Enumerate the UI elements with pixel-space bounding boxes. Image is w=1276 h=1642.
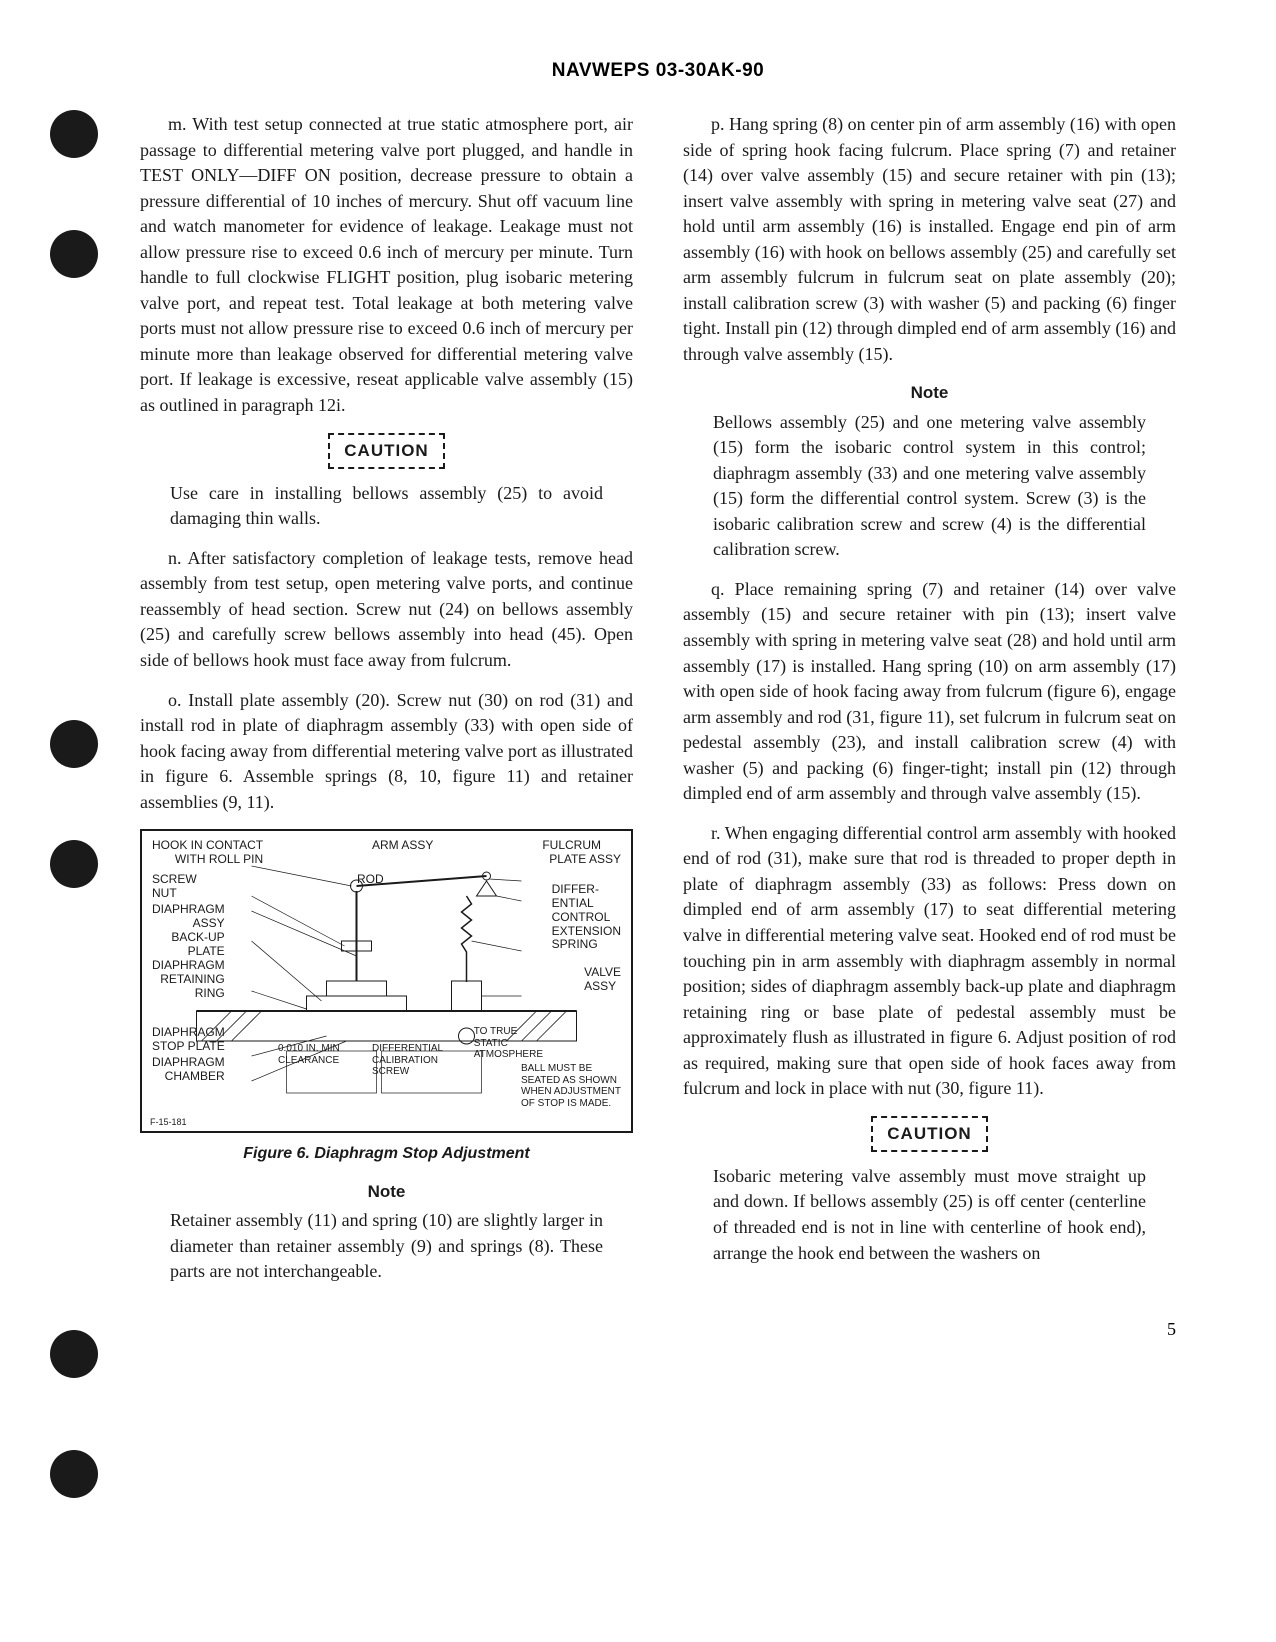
fig-label: FULCRUM bbox=[542, 839, 601, 853]
note-heading: Note bbox=[140, 1180, 633, 1204]
fig-label: HOOK IN CONTACTWITH ROLL PIN bbox=[152, 839, 263, 867]
binder-hole bbox=[50, 1330, 98, 1378]
paragraph-o: o. Install plate assembly (20). Screw nu… bbox=[140, 688, 633, 816]
fig-label: 0.010 IN. MINCLEARANCE bbox=[278, 1043, 340, 1066]
fig-label: PLATE ASSY bbox=[549, 853, 621, 867]
figure-6-box: HOOK IN CONTACTWITH ROLL PIN SCREW NUT D… bbox=[140, 829, 633, 1133]
fig-label: DIFFERENTIALCALIBRATIONSCREW bbox=[372, 1043, 443, 1078]
fig-label: VALVEASSY bbox=[584, 966, 621, 994]
binder-hole bbox=[50, 230, 98, 278]
paragraph-n: n. After satisfactory completion of leak… bbox=[140, 546, 633, 674]
caution-label: CAUTION bbox=[328, 433, 444, 469]
fig-label: NUT bbox=[152, 887, 177, 901]
page-number: 5 bbox=[140, 1319, 1176, 1340]
fig-label: BALL MUST BESEATED AS SHOWNWHEN ADJUSTME… bbox=[521, 1063, 621, 1109]
note-text: Retainer assembly (11) and spring (10) a… bbox=[170, 1208, 603, 1285]
fig-label: ROD bbox=[357, 873, 384, 887]
caution-text: Isobaric metering valve assembly must mo… bbox=[713, 1164, 1146, 1266]
paragraph-m: m. With test setup connected at true sta… bbox=[140, 112, 633, 419]
caution-text: Use care in installing bellows assembly … bbox=[170, 481, 603, 532]
binder-hole bbox=[50, 1450, 98, 1498]
paragraph-r: r. When engaging differential control ar… bbox=[683, 821, 1176, 1102]
fig-label: ARM ASSY bbox=[372, 839, 433, 853]
page-container: NAVWEPS 03-30AK-90 m. With test setup co… bbox=[0, 0, 1276, 1390]
right-column: p. Hang spring (8) on center pin of arm … bbox=[683, 112, 1176, 1299]
paragraph-p: p. Hang spring (8) on center pin of arm … bbox=[683, 112, 1176, 367]
caution-label: CAUTION bbox=[871, 1116, 987, 1152]
fig-label: DIAPHRAGMSTOP PLATE bbox=[152, 1026, 225, 1054]
binder-hole bbox=[50, 110, 98, 158]
text-columns: m. With test setup connected at true sta… bbox=[140, 112, 1176, 1299]
document-header: NAVWEPS 03-30AK-90 bbox=[140, 60, 1176, 82]
figure-ref: F-15-181 bbox=[150, 1117, 187, 1127]
fig-label: DIFFER-ENTIALCONTROLEXTENSIONSPRING bbox=[552, 883, 621, 952]
fig-label: SCREW bbox=[152, 873, 197, 887]
paragraph-q: q. Place remaining spring (7) and retain… bbox=[683, 577, 1176, 807]
binder-hole bbox=[50, 840, 98, 888]
binder-hole bbox=[50, 720, 98, 768]
note-text: Bellows assembly (25) and one metering v… bbox=[713, 410, 1146, 563]
caution-block: CAUTION bbox=[140, 433, 633, 469]
caution-block: CAUTION bbox=[683, 1116, 1176, 1152]
fig-label: DIAPHRAGMASSYBACK-UPPLATE bbox=[152, 903, 225, 958]
left-column: m. With test setup connected at true sta… bbox=[140, 112, 633, 1299]
note-heading: Note bbox=[683, 381, 1176, 405]
fig-label: DIAPHRAGMCHAMBER bbox=[152, 1056, 225, 1084]
figure-caption: Figure 6. Diaphragm Stop Adjustment bbox=[140, 1143, 633, 1166]
fig-label: DIAPHRAGMRETAININGRING bbox=[152, 959, 225, 1000]
fig-label: TO TRUESTATICATMOSPHERE bbox=[474, 1026, 543, 1061]
